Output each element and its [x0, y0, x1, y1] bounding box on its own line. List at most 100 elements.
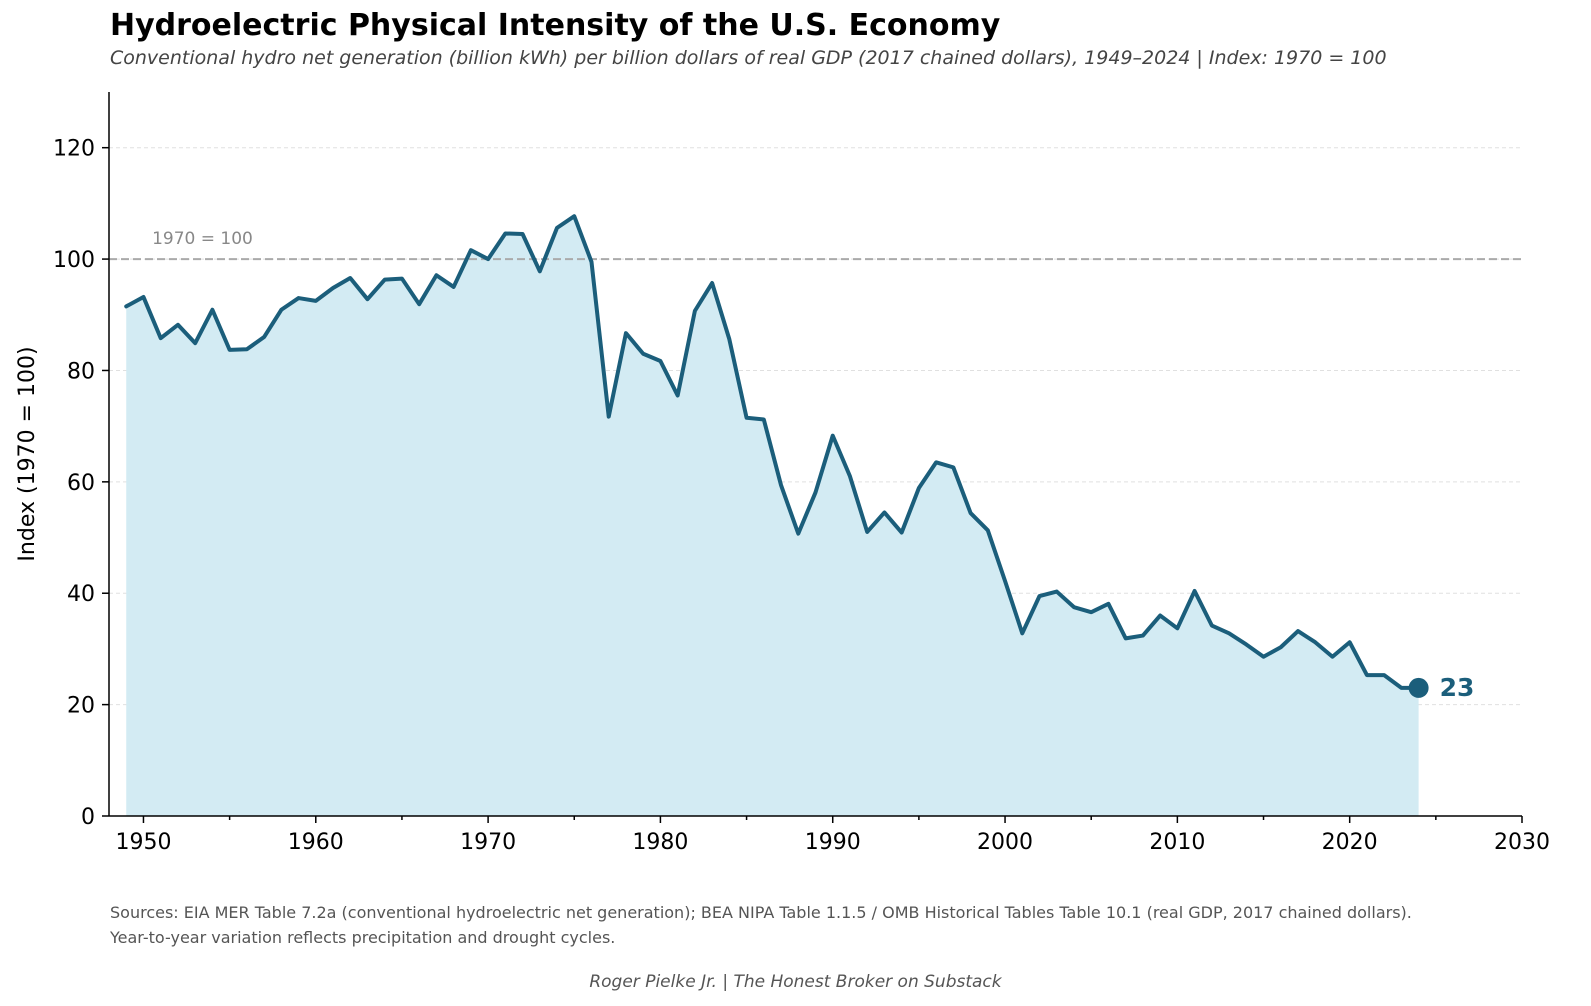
data-point-1991	[847, 473, 853, 479]
data-point-1996	[933, 459, 939, 465]
data-point-1971	[502, 230, 508, 236]
x-tick-label: 1950	[115, 830, 171, 855]
data-point-1984	[726, 336, 732, 342]
data-point-1981	[675, 393, 681, 399]
y-tick-label: 120	[53, 137, 95, 162]
data-point-1975	[571, 213, 577, 219]
x-tick-label: 2020	[1322, 830, 1378, 855]
x-tick-label: 1980	[632, 830, 688, 855]
data-point-1976	[588, 259, 594, 265]
data-point-2017	[1295, 628, 1301, 634]
data-point-1972	[520, 231, 526, 237]
y-tick-label: 80	[67, 359, 95, 384]
data-point-2016	[1278, 644, 1284, 650]
data-point-2012	[1209, 623, 1215, 629]
data-point-1959	[296, 295, 302, 301]
data-point-2022	[1381, 672, 1387, 678]
data-point-1994	[899, 530, 905, 536]
data-point-2011	[1192, 588, 1198, 594]
data-point-1987	[778, 482, 784, 488]
data-point-1982	[692, 308, 698, 314]
data-point-1966	[416, 301, 422, 307]
data-point-1961	[330, 285, 336, 291]
x-tick-label: 1960	[288, 830, 344, 855]
data-point-1978	[623, 330, 629, 336]
data-point-1964	[382, 277, 388, 283]
y-tick-label: 40	[67, 582, 95, 607]
data-point-1960	[313, 298, 319, 304]
data-point-1989	[813, 489, 819, 495]
data-point-1969	[468, 247, 474, 253]
data-point-2003	[1054, 589, 1060, 595]
data-point-1988	[795, 531, 801, 537]
data-point-1949	[123, 303, 129, 309]
data-point-1957	[261, 334, 267, 340]
x-tick-label: 2010	[1149, 830, 1205, 855]
chart-title: Hydroelectric Physical Intensity of the …	[110, 8, 1001, 43]
author-credit: Roger Pielke Jr. | The Honest Broker on …	[589, 972, 1002, 992]
x-tick-label: 1990	[805, 830, 861, 855]
endpoint-label: 23	[1440, 673, 1475, 702]
data-point-2023	[1398, 685, 1404, 691]
data-point-1963	[364, 296, 370, 302]
data-point-1977	[606, 414, 612, 420]
data-point-1952	[175, 322, 181, 328]
x-tick-label: 1970	[460, 830, 516, 855]
data-point-2005	[1088, 609, 1094, 615]
data-point-2014	[1243, 641, 1249, 647]
data-point-2015	[1261, 654, 1267, 660]
data-point-1965	[399, 276, 405, 282]
x-tick-label: 2030	[1494, 830, 1550, 855]
data-point-1950	[140, 294, 146, 300]
y-axis-title: Index (1970 = 100)	[15, 346, 40, 561]
x-tick-label: 2000	[977, 830, 1033, 855]
endpoint-marker	[1408, 677, 1429, 698]
reference-line-label: 1970 = 100	[152, 229, 253, 249]
data-point-1953	[192, 340, 198, 346]
area-fill	[126, 216, 1419, 816]
data-point-1970	[485, 256, 491, 262]
data-point-1968	[451, 284, 457, 290]
y-axis-ticks: 0 20 40 60 80 100 120	[53, 137, 109, 830]
data-point-1985	[744, 415, 750, 421]
data-point-1973	[537, 268, 543, 274]
data-point-2013	[1226, 630, 1232, 636]
data-point-2006	[1105, 601, 1111, 607]
sources-note: Sources: EIA MER Table 7.2a (conventiona…	[110, 903, 1412, 922]
data-point-1951	[158, 335, 164, 341]
data-point-1979	[640, 351, 646, 357]
y-tick-label: 0	[81, 805, 95, 830]
data-point-1955	[227, 347, 233, 353]
series-line	[124, 214, 1421, 690]
data-point-1974	[554, 225, 560, 231]
data-point-1956	[244, 346, 250, 352]
y-tick-label: 100	[53, 248, 95, 273]
data-point-1992	[864, 529, 870, 535]
data-point-2020	[1347, 639, 1353, 645]
data-point-1954	[209, 307, 215, 313]
data-point-2018	[1312, 639, 1318, 645]
variation-note: Year-to-year variation reflects precipit…	[110, 928, 616, 947]
data-point-1997	[950, 464, 956, 470]
x-axis-ticks: 1950 1960 1970 1980 1990 2000 2010 2020 2030	[115, 816, 1550, 855]
data-point-1986	[761, 416, 767, 422]
data-point-2004	[1071, 604, 1077, 610]
data-point-2000	[1002, 578, 1008, 584]
data-point-2010	[1174, 625, 1180, 631]
data-point-1980	[657, 358, 663, 364]
data-point-2002	[1037, 593, 1043, 599]
data-point-1967	[433, 272, 439, 278]
data-point-1999	[985, 527, 991, 533]
y-tick-label: 20	[67, 694, 95, 719]
chart-subtitle: Conventional hydro net generation (billi…	[110, 47, 1387, 69]
data-point-2001	[1019, 630, 1025, 636]
data-point-1983	[709, 280, 715, 286]
data-point-2009	[1157, 613, 1163, 619]
y-tick-label: 60	[67, 471, 95, 496]
data-point-2008	[1140, 633, 1146, 639]
data-point-1962	[347, 275, 353, 281]
data-point-1993	[881, 509, 887, 515]
data-point-1995	[916, 485, 922, 491]
data-point-1990	[830, 433, 836, 439]
